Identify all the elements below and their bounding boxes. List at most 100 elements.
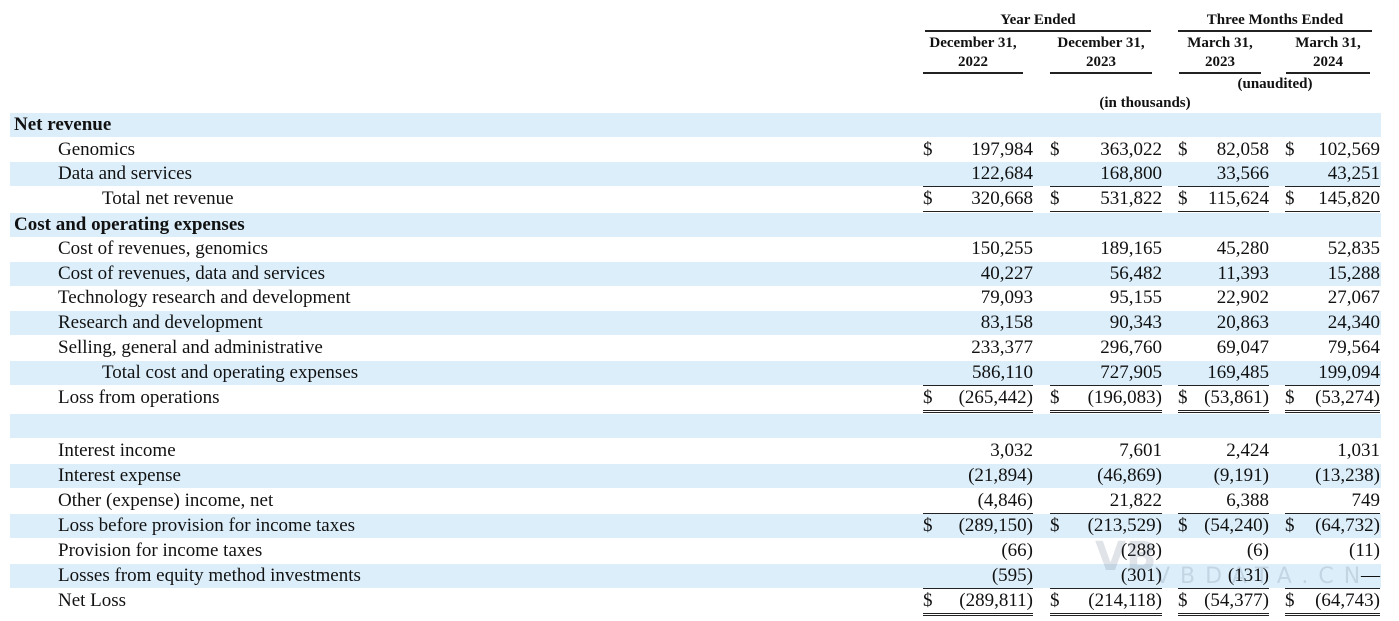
cell-value: 122,684 (971, 163, 1033, 184)
currency-symbol: $ (1178, 387, 1188, 408)
cell-value: 95,155 (1109, 287, 1162, 308)
currency-symbol: $ (1178, 139, 1188, 160)
table-cell (1178, 414, 1269, 438)
table-cell: $102,569 (1285, 138, 1380, 162)
header-col-line1: March 31, (1187, 35, 1253, 51)
cell-value: 22,902 (1216, 287, 1269, 308)
cell-value: (4,846) (977, 490, 1033, 511)
cell-value: 150,255 (971, 238, 1033, 259)
table-row: Genomics $197,984 $363,022 $82,058 $102,569 (10, 138, 1381, 162)
table-cell: 27,067 (1285, 286, 1380, 310)
cell-value: 21,822 (1109, 490, 1162, 511)
cell-value: 233,377 (971, 337, 1033, 358)
header-col-line1: December 31, (1057, 35, 1145, 51)
row-label: Other (expense) income, net (58, 490, 274, 511)
table-cell: (288) (1050, 539, 1162, 563)
cell-value: 3,032 (990, 440, 1033, 461)
cell-value: (21,894) (968, 465, 1033, 486)
table-row: Cost of revenues, genomics 150,255 189,165… (10, 237, 1381, 261)
cell-value: 82,058 (1216, 139, 1269, 160)
row-label: Selling, general and administrative (58, 337, 323, 358)
cell-value: 189,165 (1100, 238, 1162, 259)
table-row: Cost of revenues, data and services 40,22… (10, 262, 1381, 286)
row-label: Provision for income taxes (58, 540, 263, 561)
currency-symbol: $ (1285, 515, 1295, 536)
table-row: Interest expense (21,894) (46,869) (9,191) (… (10, 464, 1381, 488)
cell-value: (196,083) (1087, 387, 1162, 408)
cell-value: 1,031 (1337, 440, 1380, 461)
table-row: Total net revenue $320,668 $531,822 $115,62… (10, 187, 1381, 214)
table-cell: $ (64,743) (1285, 589, 1380, 616)
cell-value: 40,227 (980, 263, 1033, 284)
table-cell: 586,110 (923, 361, 1033, 386)
table-cell: $ (213,529) (1050, 514, 1162, 538)
table-cell: $ (54,377) (1178, 589, 1269, 616)
header-col-line2: 2023 (1205, 54, 1235, 70)
table-cell: $ (53,274) (1285, 386, 1380, 413)
table-row: Selling, general and administrative 233,3… (10, 336, 1381, 360)
table-cell: $320,668 (923, 187, 1033, 214)
table-row: Technology research and development 79,09… (10, 286, 1381, 310)
cell-value: 115,624 (1207, 188, 1269, 209)
cell-value: (54,240) (1204, 515, 1269, 536)
row-label: Total cost and operating expenses (102, 362, 359, 383)
cell-value: 727,905 (1100, 362, 1162, 383)
table-cell: $ (196,083) (1050, 386, 1162, 413)
table-cell: — (1285, 564, 1380, 589)
table-row: Provision for income taxes (66) (288) (6) (1… (10, 539, 1381, 563)
table-cell: 56,482 (1050, 262, 1162, 286)
currency-symbol: $ (923, 139, 933, 160)
currency-symbol: $ (1178, 188, 1188, 209)
table-row: Research and development 83,158 90,343 20,8… (10, 311, 1381, 335)
table-row: Other (expense) income, net (4,846) 21,822… (10, 489, 1381, 514)
section-heading: Net revenue (14, 114, 112, 135)
cell-value: 168,800 (1100, 163, 1162, 184)
table-cell (1050, 213, 1162, 237)
table-cell: (46,869) (1050, 464, 1162, 488)
cell-value: (53,861) (1204, 387, 1269, 408)
table-cell: 169,485 (1178, 361, 1269, 386)
cell-value: 20,863 (1216, 312, 1269, 333)
table-cell: 749 (1285, 489, 1380, 514)
header-col-line2: 2023 (1086, 54, 1116, 70)
table-cell: (13,238) (1285, 464, 1380, 488)
table-cell: 11,393 (1178, 262, 1269, 286)
table-cell: 83,158 (923, 311, 1033, 335)
currency-symbol: $ (1178, 515, 1188, 536)
row-label: Interest expense (58, 465, 181, 486)
currency-symbol: $ (1050, 139, 1060, 160)
table-cell (1050, 414, 1162, 438)
cell-value: (289,150) (958, 515, 1033, 536)
table-cell: 2,424 (1178, 439, 1269, 463)
cell-value: 15,288 (1327, 263, 1380, 284)
table-cell: $ (53,861) (1178, 386, 1269, 413)
table-cell: $ (214,118) (1050, 589, 1162, 616)
table-row: Total cost and operating expenses 586,110… (10, 361, 1381, 386)
cell-value: 363,022 (1100, 139, 1162, 160)
cell-value: 320,668 (971, 188, 1033, 209)
currency-symbol: $ (1285, 139, 1295, 160)
table-cell: 22,902 (1178, 286, 1269, 310)
table-cell (923, 213, 1033, 237)
table-cell (1285, 414, 1380, 438)
currency-symbol: $ (923, 515, 933, 536)
table-cell: 20,863 (1178, 311, 1269, 335)
cell-value: (54,377) (1204, 590, 1269, 611)
cell-value: 7,601 (1119, 440, 1162, 461)
table-cell: (21,894) (923, 464, 1033, 488)
table-cell: (6) (1178, 539, 1269, 563)
table-row: Losses from equity method investments (59… (10, 564, 1381, 589)
cell-value: (11) (1349, 540, 1380, 561)
cell-value: (53,274) (1315, 387, 1380, 408)
row-label: Genomics (58, 139, 136, 160)
cell-value: (595) (991, 565, 1033, 586)
table-cell (923, 113, 1033, 137)
table-cell: 52,835 (1285, 237, 1380, 261)
currency-symbol: $ (923, 387, 933, 408)
table-cell: $ (54,240) (1178, 514, 1269, 538)
row-label: Losses from equity method investments (58, 565, 361, 586)
cell-value: 79,564 (1327, 337, 1380, 358)
cell-value: 169,485 (1207, 362, 1269, 383)
table-cell: (131) (1178, 564, 1269, 589)
table-row: Data and services 122,684 168,800 33,566 43,… (10, 162, 1381, 187)
